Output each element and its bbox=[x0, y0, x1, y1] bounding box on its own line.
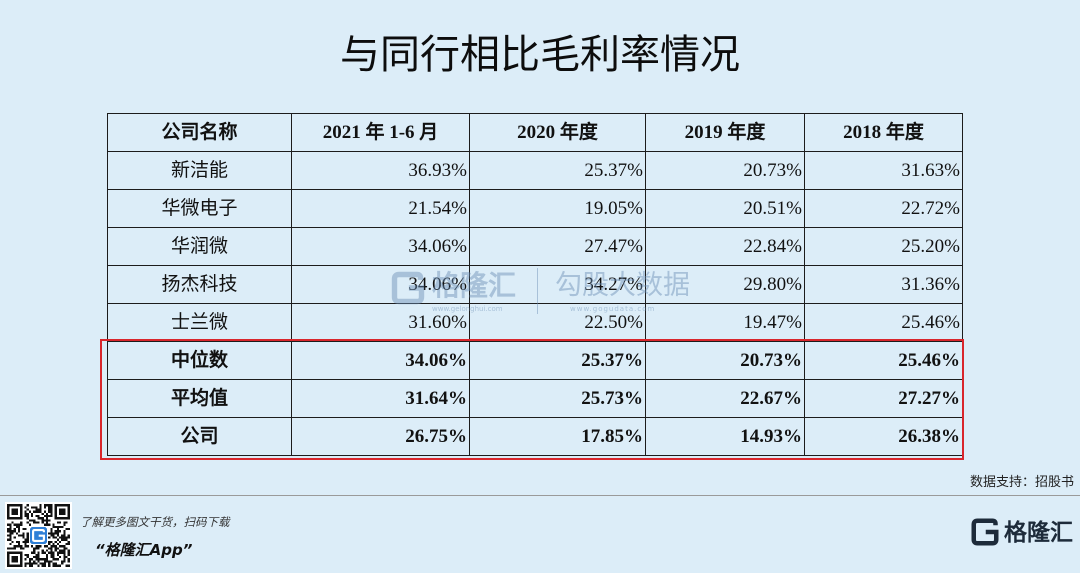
value-cell: 29.80% bbox=[645, 265, 805, 304]
value-cell: 22.67% bbox=[645, 379, 805, 418]
value-cell: 20.51% bbox=[645, 189, 805, 228]
table-body: 新洁能 36.93% 25.37% 20.73% 31.63% 华微电子 21.54% 19.… bbox=[107, 151, 963, 456]
value-cell: 31.36% bbox=[804, 265, 963, 304]
value-cell: 25.46% bbox=[804, 303, 963, 342]
value-cell: 27.47% bbox=[469, 227, 646, 266]
row-label: 中位数 bbox=[107, 341, 292, 380]
qr-modules bbox=[7, 504, 70, 567]
column-header-company: 公司名称 bbox=[107, 113, 292, 152]
row-label: 公司 bbox=[107, 417, 292, 456]
page-title: 与同行相比毛利率情况 bbox=[340, 32, 740, 78]
table-header-row: 公司名称 2021 年 1-6 月 2020 年度 2019 年度 2018 年度 bbox=[107, 113, 963, 152]
footer-divider bbox=[0, 495, 1080, 496]
row-label: 华微电子 bbox=[107, 189, 292, 228]
value-cell: 21.54% bbox=[291, 189, 470, 228]
value-cell: 31.60% bbox=[291, 303, 470, 342]
value-cell: 17.85% bbox=[469, 417, 646, 456]
value-cell: 22.50% bbox=[469, 303, 646, 342]
value-cell: 34.06% bbox=[291, 341, 470, 380]
value-cell: 31.64% bbox=[291, 379, 470, 418]
value-cell: 25.46% bbox=[804, 341, 963, 380]
row-label: 士兰微 bbox=[107, 303, 292, 342]
value-cell: 26.75% bbox=[291, 417, 470, 456]
row-label: 华润微 bbox=[107, 227, 292, 266]
qr-code-icon bbox=[5, 502, 72, 569]
value-cell: 34.06% bbox=[291, 265, 470, 304]
table-row: 新洁能 36.93% 25.37% 20.73% 31.63% bbox=[107, 151, 963, 190]
value-cell: 19.05% bbox=[469, 189, 646, 228]
qr-logo-g-icon bbox=[32, 529, 45, 542]
value-cell: 25.73% bbox=[469, 379, 646, 418]
app-name: “格隆汇App” bbox=[95, 541, 193, 559]
gelonghui-g-icon bbox=[971, 518, 999, 546]
value-cell: 36.93% bbox=[291, 151, 470, 190]
column-header-period: 2020 年度 bbox=[469, 113, 646, 152]
table-row: 华微电子 21.54% 19.05% 20.51% 22.72% bbox=[107, 189, 963, 228]
summary-row: 平均值 31.64% 25.73% 22.67% 27.27% bbox=[107, 379, 963, 418]
value-cell: 19.47% bbox=[645, 303, 805, 342]
summary-row: 中位数 34.06% 25.37% 20.73% 25.46% bbox=[107, 341, 963, 380]
table-row: 扬杰科技 34.06% 34.27% 29.80% 31.36% bbox=[107, 265, 963, 304]
brand-logo-text: 格隆汇 bbox=[1004, 520, 1073, 546]
table-row: 华润微 34.06% 27.47% 22.84% 25.20% bbox=[107, 227, 963, 266]
value-cell: 34.27% bbox=[469, 265, 646, 304]
table-row: 士兰微 31.60% 22.50% 19.47% 25.46% bbox=[107, 303, 963, 342]
value-cell: 25.37% bbox=[469, 341, 646, 380]
row-label: 平均值 bbox=[107, 379, 292, 418]
value-cell: 34.06% bbox=[291, 227, 470, 266]
value-cell: 25.37% bbox=[469, 151, 646, 190]
column-header-period: 2018 年度 bbox=[804, 113, 963, 152]
column-header-period: 2021 年 1-6 月 bbox=[291, 113, 470, 152]
value-cell: 25.20% bbox=[804, 227, 963, 266]
table-header: 公司名称 2021 年 1-6 月 2020 年度 2019 年度 2018 年度 bbox=[107, 113, 963, 152]
footer-tagline: 了解更多图文干货，扫码下载 bbox=[80, 515, 230, 529]
value-cell: 27.27% bbox=[804, 379, 963, 418]
value-cell: 14.93% bbox=[645, 417, 805, 456]
value-cell: 20.73% bbox=[645, 151, 805, 190]
value-cell: 20.73% bbox=[645, 341, 805, 380]
brand-logo: 格隆汇 bbox=[970, 516, 1076, 550]
value-cell: 22.84% bbox=[645, 227, 805, 266]
value-cell: 26.38% bbox=[804, 417, 963, 456]
row-label: 新洁能 bbox=[107, 151, 292, 190]
margin-comparison-table: 公司名称 2021 年 1-6 月 2020 年度 2019 年度 2018 年度 新洁… bbox=[107, 113, 963, 456]
source-note: 数据支持：招股书 bbox=[969, 475, 1074, 490]
summary-row: 公司 26.75% 17.85% 14.93% 26.38% bbox=[107, 417, 963, 456]
value-cell: 31.63% bbox=[804, 151, 963, 190]
value-cell: 22.72% bbox=[804, 189, 963, 228]
column-header-period: 2019 年度 bbox=[645, 113, 805, 152]
row-label: 扬杰科技 bbox=[107, 265, 292, 304]
